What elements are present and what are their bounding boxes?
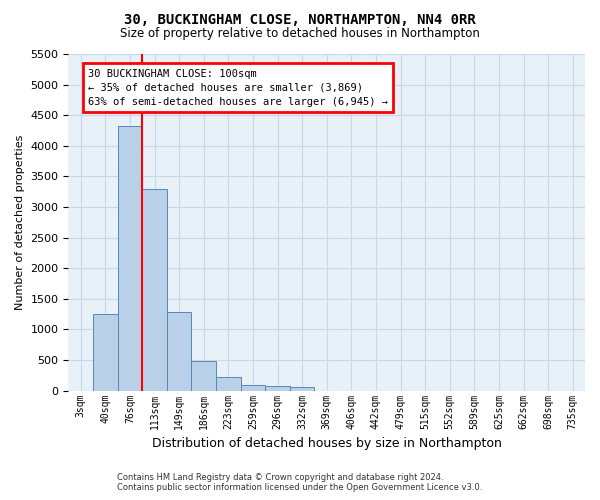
Bar: [191, 362, 216, 390]
Text: Contains HM Land Registry data © Crown copyright and database right 2024.
Contai: Contains HM Land Registry data © Crown c…: [118, 473, 482, 492]
Bar: [241, 385, 265, 390]
X-axis label: Distribution of detached houses by size in Northampton: Distribution of detached houses by size …: [152, 437, 502, 450]
Bar: [167, 312, 191, 390]
Text: Size of property relative to detached houses in Northampton: Size of property relative to detached ho…: [120, 28, 480, 40]
Bar: [290, 387, 314, 390]
Bar: [265, 386, 290, 390]
Bar: [142, 188, 167, 390]
Bar: [216, 378, 241, 390]
Y-axis label: Number of detached properties: Number of detached properties: [15, 134, 25, 310]
Text: 30 BUCKINGHAM CLOSE: 100sqm
← 35% of detached houses are smaller (3,869)
63% of : 30 BUCKINGHAM CLOSE: 100sqm ← 35% of det…: [88, 68, 388, 106]
Bar: [118, 126, 142, 390]
Text: 30, BUCKINGHAM CLOSE, NORTHAMPTON, NN4 0RR: 30, BUCKINGHAM CLOSE, NORTHAMPTON, NN4 0…: [124, 12, 476, 26]
Bar: [93, 314, 118, 390]
